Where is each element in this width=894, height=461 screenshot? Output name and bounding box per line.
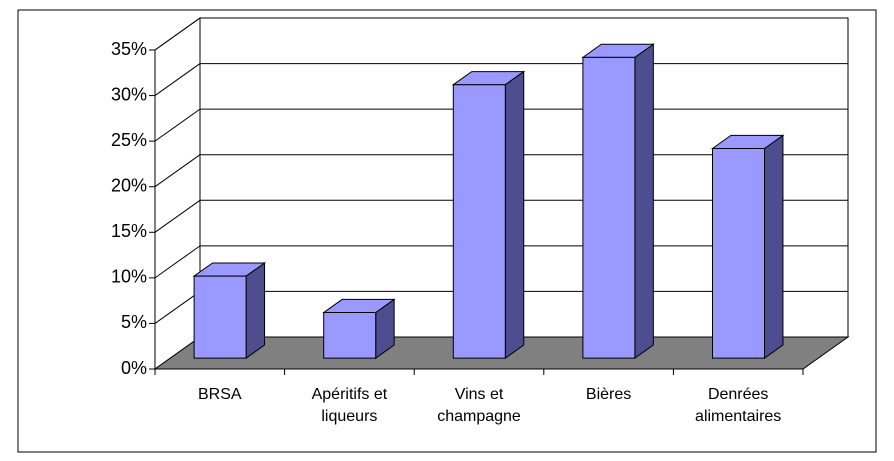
y-tick-label: 15% [111, 221, 147, 241]
grid-line [154, 108, 201, 142]
bar-side [764, 134, 784, 360]
y-tick-label: 25% [111, 130, 147, 150]
y-tick-label: 5% [121, 312, 147, 332]
x-tick-label: BRSA [198, 386, 242, 403]
grid-line [154, 63, 201, 96]
y-tick-label: 35% [111, 39, 147, 59]
bar [193, 275, 247, 359]
grid-line [154, 245, 201, 279]
grid-line [154, 17, 201, 51]
bar [582, 56, 636, 359]
bar-side [245, 262, 266, 360]
x-tick-label: Apéritifs et liqueurs [311, 386, 388, 425]
y-tick-label: 10% [111, 267, 147, 287]
grid-line [154, 291, 201, 324]
bar [323, 312, 377, 359]
grid-line [154, 199, 201, 233]
y-tick-label: 0% [121, 358, 147, 378]
bar [712, 147, 765, 359]
x-tick-label: Denrées alimentaires [695, 386, 782, 425]
y-tick-label: 20% [111, 175, 147, 195]
grid-line [154, 154, 201, 188]
bar [452, 84, 506, 359]
side-wall [154, 17, 201, 370]
x-tick-label: Bières [585, 386, 632, 403]
y-tick-label: 30% [111, 84, 147, 104]
bar-side [504, 70, 525, 360]
x-tick-label: Vins et champagne [437, 386, 521, 425]
bar-side [634, 43, 654, 360]
